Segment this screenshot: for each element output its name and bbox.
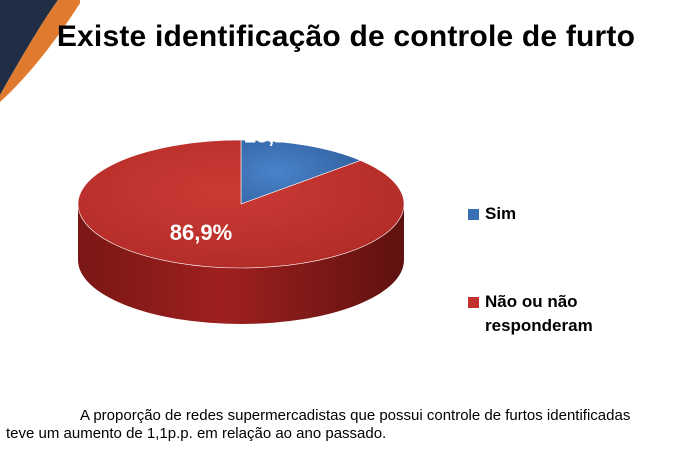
pie-side-red (78, 204, 404, 324)
corner-decoration (0, 0, 80, 102)
legend-item-nao: Não ou não responderam (468, 290, 618, 338)
caption: A proporção de redes supermercadistas qu… (6, 407, 686, 443)
caption-line-1: A proporção de redes supermercadistas qu… (80, 407, 631, 424)
pie-slice-nao (77, 139, 405, 269)
data-label-nao: 86,9% (170, 220, 232, 245)
data-label-sim: 13,1% (244, 122, 306, 147)
page-title: Existe identificação de controle de furt… (56, 20, 636, 53)
legend-label-nao: Não ou não responderam (485, 292, 593, 335)
legend-swatch-nao (468, 297, 479, 308)
legend-label-sim: Sim (485, 204, 517, 223)
legend-item-sim: Sim (468, 202, 516, 226)
pie-side-wall (78, 204, 404, 324)
pie-slice-sim (240, 139, 362, 205)
caption-line-2: teve um aumento de 1,1p.p. em relação ao… (6, 425, 387, 442)
legend-swatch-sim (468, 209, 479, 220)
